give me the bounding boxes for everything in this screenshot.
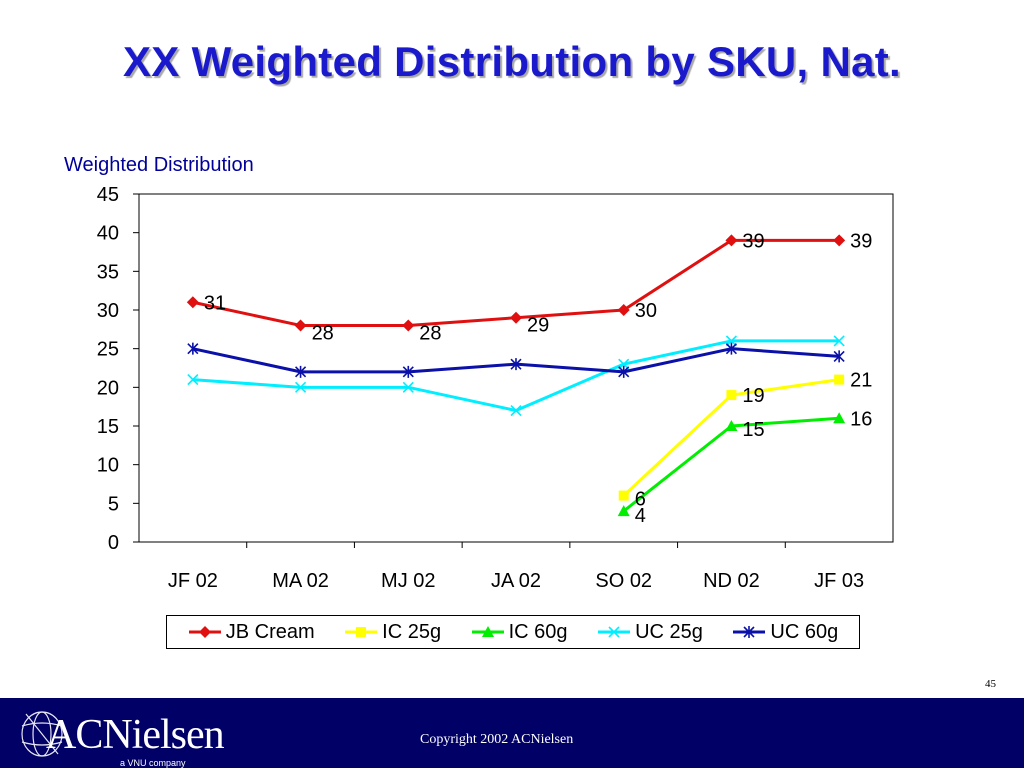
legend-label: IC 60g (508, 620, 568, 643)
legend-item-ic-60g: IC 60g (471, 621, 568, 644)
data-label-ic-60g: 16 (850, 408, 872, 430)
data-point-jb-cream (186, 296, 199, 309)
data-point-uc-25g (187, 374, 199, 386)
legend-swatch-marker (743, 626, 755, 638)
y-tick-label: 35 (97, 261, 119, 283)
acnielsen-logo (21, 711, 63, 757)
y-tick-label: 45 (97, 184, 119, 206)
data-label-ic-60g: 4 (635, 505, 646, 527)
data-label-jb-cream: 28 (419, 322, 441, 344)
legend-swatch-marker (481, 626, 494, 637)
legend-swatch-ic-25g (345, 627, 378, 637)
y-tick-label: 0 (108, 532, 119, 554)
data-label-ic-25g: 6 (635, 489, 646, 511)
legend-swatch-marker (608, 626, 620, 638)
data-label-jb-cream: 39 (742, 230, 764, 252)
x-tick-label: JF 03 (814, 570, 864, 592)
data-point-uc-60g (833, 350, 845, 363)
data-point-ic-25g (834, 374, 845, 385)
x-tick-label: MJ 02 (381, 570, 435, 592)
data-label-jb-cream: 39 (850, 230, 872, 252)
data-label-ic-25g: 21 (850, 370, 872, 392)
data-label-jb-cream: 30 (635, 300, 657, 322)
y-tick-label: 15 (97, 416, 119, 438)
data-point-uc-60g (402, 365, 414, 378)
y-tick-label: 30 (97, 300, 119, 322)
data-point-uc-60g (295, 365, 307, 378)
line-chart: 0 5 10 15 20 25 30 35 40 45 JF 02 MA 02 MJ 02 JA 02 SO… (97, 184, 894, 592)
legend-swatch-uc-25g (598, 626, 631, 638)
data-point-uc-60g (618, 365, 630, 378)
series-uc-25g (187, 335, 845, 417)
data-point-jb-cream (402, 319, 415, 332)
series-ic-60g (617, 412, 846, 517)
series-ic-25g (618, 374, 845, 501)
legend-item-jb-cream: JB Cream (188, 621, 315, 644)
data-point-ic-60g (833, 412, 846, 424)
plot-area (138, 193, 894, 543)
slide-title: XX Weighted Distribution by SKU, Nat. (122, 38, 902, 85)
y-tick-label: 10 (97, 455, 119, 477)
data-label-jb-cream: 29 (527, 315, 549, 337)
legend-label: JB Cream (225, 620, 315, 643)
data-point-uc-60g (187, 342, 199, 355)
y-axis-label: Weighted Distribution (64, 154, 254, 176)
legend-swatch-jb-cream (188, 626, 221, 638)
data-point-ic-60g (617, 505, 630, 517)
y-tick-label: 20 (97, 377, 119, 399)
x-tick-label: JA 02 (491, 570, 541, 592)
data-point-uc-60g (725, 342, 737, 355)
data-point-uc-25g (295, 381, 307, 393)
data-point-jb-cream (510, 311, 522, 324)
data-point-ic-25g (726, 390, 737, 401)
legend-swatch-marker (198, 626, 211, 638)
data-point-uc-25g (402, 381, 414, 393)
legend-item-uc-60g: UC 60g (732, 621, 838, 644)
data-label-jb-cream: 31 (204, 292, 226, 314)
legend-label: UC 60g (770, 620, 839, 643)
data-point-jb-cream (617, 304, 630, 316)
data-point-uc-25g (833, 335, 845, 347)
legend-label: UC 25g (635, 620, 703, 643)
logo-subtext: a VNU company (120, 758, 186, 768)
series-uc-60g (187, 342, 845, 378)
y-tick-label: 5 (108, 493, 119, 515)
slide-number: 45 (985, 678, 996, 690)
legend-swatch-ic-60g (471, 626, 504, 637)
data-point-uc-60g (510, 358, 522, 371)
data-point-jb-cream (725, 234, 738, 247)
data-point-jb-cream (833, 234, 846, 247)
x-tick-label: JF 02 (168, 570, 218, 592)
data-point-jb-cream (294, 319, 307, 332)
series-jb-cream (186, 234, 846, 332)
logo-text: ACNielsen (46, 712, 225, 758)
y-tick-label: 25 (97, 339, 119, 361)
legend-label: IC 25g (382, 620, 442, 643)
legend-item-uc-25g: UC 25g (597, 621, 703, 644)
data-label-ic-25g: 19 (742, 385, 764, 407)
y-tick-label: 40 (97, 223, 119, 245)
x-tick-label: ND 02 (703, 570, 760, 592)
legend-swatch-uc-60g (733, 626, 766, 638)
x-tick-label: MA 02 (272, 570, 329, 592)
data-label-ic-60g: 15 (742, 419, 764, 441)
legend-swatch-marker (356, 627, 367, 637)
x-tick-label: SO 02 (595, 570, 652, 592)
data-point-uc-25g (510, 404, 522, 417)
chart-legend: JB Cream IC 25g IC 60g UC 25g UC 60g (166, 615, 860, 649)
copyright-text: Copyright 2002 ACNielsen (420, 732, 574, 747)
legend-item-ic-25g: IC 25g (344, 621, 441, 644)
data-point-ic-60g (725, 420, 738, 431)
data-point-ic-25g (618, 490, 629, 501)
footer-bar: ACNielsen a VNU company Copyright 2002 A… (0, 698, 1024, 768)
data-label-jb-cream: 28 (312, 322, 334, 344)
